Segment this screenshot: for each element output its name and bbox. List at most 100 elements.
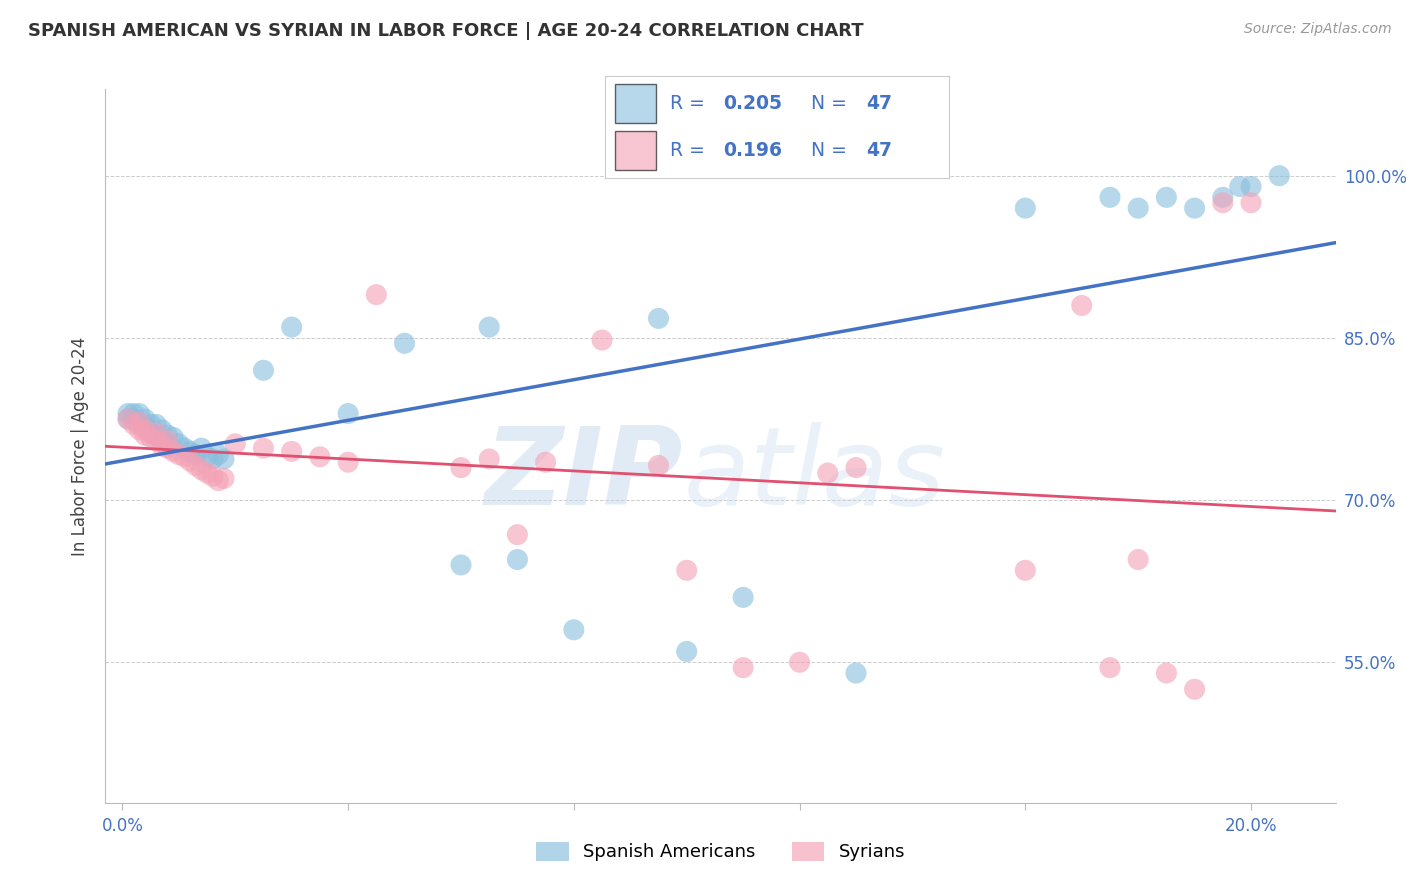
Point — [150, 423, 173, 437]
Point — [212, 471, 235, 485]
Point — [145, 428, 167, 442]
Point — [184, 448, 207, 462]
Point — [1098, 660, 1121, 674]
Text: R =: R = — [671, 141, 717, 160]
Point — [845, 460, 868, 475]
Point — [117, 412, 139, 426]
Point — [201, 452, 224, 467]
Point — [1240, 179, 1263, 194]
Point — [179, 444, 201, 458]
Point — [139, 417, 162, 432]
Point — [162, 444, 184, 458]
Point — [309, 450, 332, 464]
Point — [162, 430, 184, 444]
Point — [134, 428, 156, 442]
Point — [179, 454, 201, 468]
Point — [156, 439, 179, 453]
Point — [845, 666, 868, 681]
Point — [224, 437, 246, 451]
Point — [366, 287, 388, 301]
Point — [1184, 201, 1206, 215]
Point — [207, 474, 229, 488]
Point — [156, 428, 179, 442]
Y-axis label: In Labor Force | Age 20-24: In Labor Force | Age 20-24 — [72, 336, 90, 556]
Point — [184, 458, 207, 473]
Point — [280, 320, 302, 334]
FancyBboxPatch shape — [614, 84, 657, 123]
Point — [190, 463, 212, 477]
Point — [1229, 179, 1251, 194]
Point — [173, 450, 195, 464]
Point — [195, 466, 218, 480]
Point — [675, 644, 697, 658]
Point — [190, 441, 212, 455]
Point — [450, 558, 472, 572]
Point — [150, 439, 173, 453]
Point — [675, 563, 697, 577]
Point — [1128, 552, 1150, 566]
Point — [506, 527, 529, 541]
Text: N =: N = — [811, 141, 853, 160]
Point — [817, 466, 839, 480]
Point — [647, 458, 669, 473]
Point — [145, 434, 167, 448]
Point — [1268, 169, 1291, 183]
Point — [252, 441, 274, 455]
Point — [252, 363, 274, 377]
Point — [139, 430, 162, 444]
FancyBboxPatch shape — [614, 131, 657, 170]
Point — [1014, 201, 1036, 215]
Point — [134, 412, 156, 426]
Text: R =: R = — [671, 94, 711, 112]
Point — [1070, 298, 1092, 312]
Point — [1212, 190, 1234, 204]
Point — [647, 311, 669, 326]
Point — [167, 448, 190, 462]
Point — [150, 434, 173, 448]
Point — [506, 552, 529, 566]
Legend: Spanish Americans, Syrians: Spanish Americans, Syrians — [529, 834, 912, 869]
Point — [195, 450, 218, 464]
Point — [394, 336, 416, 351]
Point — [733, 660, 755, 674]
Point — [156, 441, 179, 455]
Point — [280, 444, 302, 458]
Point — [1156, 190, 1178, 204]
Point — [207, 448, 229, 462]
Point — [134, 419, 156, 434]
Point — [156, 434, 179, 448]
Point — [337, 407, 360, 421]
Point — [117, 407, 139, 421]
Point — [591, 333, 613, 347]
Point — [117, 412, 139, 426]
Text: ZIP: ZIP — [485, 422, 683, 527]
Text: SPANISH AMERICAN VS SYRIAN IN LABOR FORCE | AGE 20-24 CORRELATION CHART: SPANISH AMERICAN VS SYRIAN IN LABOR FORC… — [28, 22, 863, 40]
Point — [478, 452, 501, 467]
Point — [167, 437, 190, 451]
Text: 0.205: 0.205 — [724, 94, 782, 112]
Point — [128, 407, 150, 421]
Text: N =: N = — [811, 94, 853, 112]
Point — [128, 423, 150, 437]
Point — [789, 655, 811, 669]
Point — [122, 407, 145, 421]
Text: 47: 47 — [866, 94, 893, 112]
Point — [145, 425, 167, 440]
Point — [128, 417, 150, 432]
Text: 0.196: 0.196 — [724, 141, 782, 160]
Point — [128, 415, 150, 429]
Point — [134, 423, 156, 437]
Text: 47: 47 — [866, 141, 893, 160]
Point — [337, 455, 360, 469]
Point — [450, 460, 472, 475]
Point — [1184, 682, 1206, 697]
Point — [733, 591, 755, 605]
Point — [562, 623, 585, 637]
Point — [1156, 666, 1178, 681]
Point — [1240, 195, 1263, 210]
Point — [122, 417, 145, 432]
Text: Source: ZipAtlas.com: Source: ZipAtlas.com — [1244, 22, 1392, 37]
Text: atlas: atlas — [683, 422, 946, 527]
Point — [1098, 190, 1121, 204]
Point — [139, 425, 162, 440]
